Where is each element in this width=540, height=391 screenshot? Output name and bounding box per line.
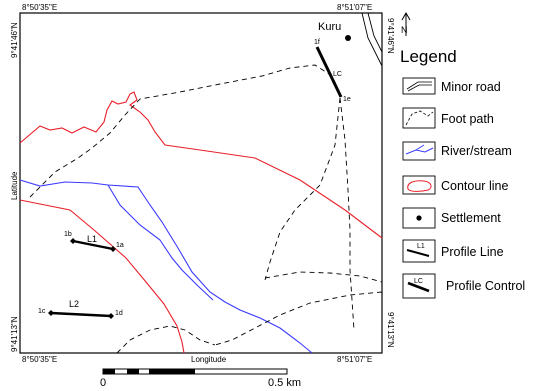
settlement-icon: [402, 207, 436, 229]
lc-start-label: 1f: [314, 39, 320, 46]
contour-lines: [19, 91, 383, 354]
settlement-kuru: [345, 35, 351, 41]
river-tributary: [107, 184, 214, 301]
legend-label-river-stream: River/stream: [441, 144, 512, 158]
contour-line: [19, 199, 185, 354]
l2-start-label: 1c: [38, 308, 46, 315]
x-axis-label: Longitude: [191, 355, 227, 364]
l1-end-label: 1a: [116, 242, 124, 249]
settlement-label: Kuru: [318, 21, 341, 33]
lat-label-right-top: 9°41'46"N: [386, 18, 395, 54]
lat-label-right-bottom: 9°41'13"N: [386, 312, 395, 348]
profile-line-l2: [50, 311, 112, 318]
lc-label: LC: [333, 71, 342, 78]
l1-label: L1: [87, 234, 97, 244]
foot-path: [29, 64, 336, 198]
legend-label-minor-road: Minor road: [441, 80, 501, 94]
profile-control-lc: [315, 46, 343, 98]
lat-label-left-bottom: 9°41'13"N: [10, 316, 19, 352]
legend-label-contour-line: Contour line: [441, 179, 508, 193]
contour-icon: [402, 175, 436, 195]
legend-swatches: L1 LC: [402, 77, 436, 299]
legend-label-settlement: Settlement: [441, 211, 501, 225]
north-letter: N: [401, 25, 408, 35]
legend-label-profile-control: Profile Control: [446, 279, 525, 293]
scale-bar: 0 0.5 km: [100, 368, 301, 389]
lon-label-bottom-right: 8°51'07"E: [337, 355, 372, 364]
profile-line-l1: [72, 239, 114, 251]
lat-label-left-top: 9°41'46"N: [10, 22, 19, 58]
lon-label-top-left: 8°50'35"E: [22, 3, 57, 12]
l1-start-marker: [70, 238, 76, 244]
foot-path: [339, 97, 355, 331]
contour-line: [19, 91, 383, 239]
foot-paths: [29, 64, 383, 354]
lon-label-bottom-left: 8°50'35"E: [22, 355, 57, 364]
footpath-icon: [402, 107, 436, 129]
foot-path: [264, 97, 341, 281]
scale-bar-end-label: 0.5 km: [268, 377, 301, 389]
legend-label-foot-path: Foot path: [441, 112, 494, 126]
profile-line-swatch-label: L1: [417, 243, 425, 250]
foot-path: [116, 325, 216, 354]
road-icon: [402, 77, 436, 95]
l2-label: L2: [69, 299, 79, 309]
foot-path: [264, 271, 383, 283]
l2-end-label: 1d: [115, 310, 123, 317]
minor-road: [361, 12, 383, 67]
profile-control-swatch-label: LC: [414, 278, 423, 285]
l2-end-marker: [108, 313, 114, 319]
north-arrow-icon: N: [401, 11, 411, 36]
legend-label-profile-line: Profile Line: [441, 245, 504, 259]
scale-bar-start-label: 0: [100, 377, 106, 389]
l1-end-marker: [110, 246, 116, 252]
lc-end-label: 1e: [343, 96, 351, 103]
river-stream: [19, 179, 313, 354]
y-axis-label: Latitude: [10, 171, 19, 200]
l1-start-label: 1b: [64, 231, 72, 238]
profile-line-icon: L1: [402, 239, 436, 263]
legend-title: Legend: [400, 47, 457, 66]
river-icon: [402, 141, 436, 161]
lon-label-top-right: 8°51'07"E: [337, 3, 372, 12]
profile-control-icon: LC: [402, 273, 436, 299]
l2-start-marker: [48, 310, 54, 316]
